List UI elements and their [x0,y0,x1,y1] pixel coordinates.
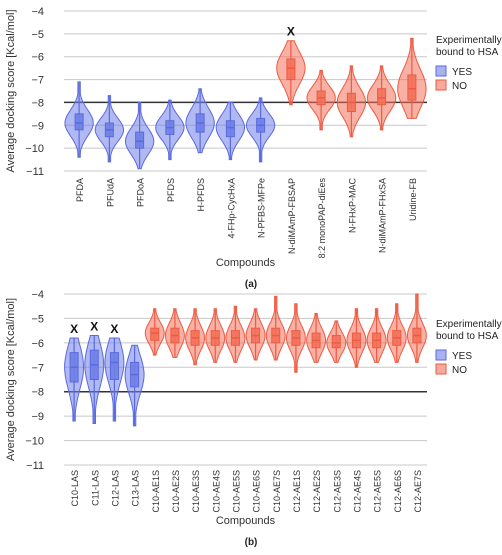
x-marker: X [90,320,98,334]
x-tick-label: N-diMAmP-FBSAP [287,178,297,254]
iqr-box [150,327,160,341]
x-tick-label: PFDoA [136,178,146,207]
iqr-box [377,88,387,106]
x-tick-label: N-PFBS-MFPe [257,178,267,238]
legend-label: YES [452,67,472,78]
iqr-box [74,113,84,131]
x-tick-label: C10-LAS [70,470,80,507]
x-tick-label: C12-AE1S [292,470,302,513]
y-tick-label: −7 [31,362,44,374]
y-tick-label: −6 [31,52,44,64]
legend-swatch [435,363,447,375]
x-tick-label: PFDA [75,178,85,202]
y-axis-label: Average docking score [Kcal/mol] [5,298,17,461]
y-tick-label: −9 [31,411,44,423]
x-tick-label: C10-AE5S [231,470,241,513]
y-tick-label: −4 [31,6,44,18]
legend-title: Experimentally [436,319,502,330]
x-tick-label: PFDS [166,178,176,202]
chart-panel-a: −4 −5 −6 −7 −8 −9 −10 −11 Average docking score … [5,6,502,290]
y-tick-label: −6 [31,338,44,350]
x-marker: X [70,322,78,336]
x-tick-label: H-PFDS [196,178,206,212]
y-tick-label: −8 [31,387,44,399]
y-tick-label: −4 [31,289,44,301]
x-tick-label: C10-AE3S [191,470,201,513]
y-tick-label: −9 [31,120,44,132]
legend-swatch [435,349,447,361]
x-tick-label: C12-AE4S [352,470,362,513]
y-axis-label: Average docking score [Kcal/mol] [5,9,17,172]
x-tick-label: 4-FHp-CycHxA [226,178,236,239]
legend-swatch [435,79,447,91]
x-tick-label: N-diMAmP-FHxSA [378,178,388,253]
legend-label: NO [452,365,467,376]
x-tick-label: C10-AE7S [272,470,282,513]
x-tick-label: C10-AE6S [252,470,262,513]
x-tick-label: 8:2 monoPAP-diEes [317,178,327,259]
x-tick-label: C10-AE4S [211,470,221,513]
x-tick-label: C11-LAS [90,470,100,506]
legend-label: YES [452,351,472,362]
x-tick-label: PFUdA [105,178,115,207]
y-tick-label: −8 [31,97,44,109]
legend-title: bound to HSA [436,331,499,342]
y-tick-label: −10 [25,143,44,155]
iqr-box [331,335,341,349]
x-tick-label: C12-AE7S [413,470,423,513]
y-tick-label: −10 [25,436,44,448]
chart-panel-b: −4 −5 −6 −7 −8 −9 −10 −11 Average docking score … [5,289,502,548]
y-tick-label: −11 [26,166,44,178]
panel-caption: (a) [245,279,257,290]
x-marker: X [110,322,118,336]
y-tick-label: −7 [31,75,44,87]
legend-title: Experimentally [436,35,502,46]
legend-swatch [435,65,447,77]
x-tick-label: C12-AE2S [312,470,322,513]
x-tick-label: C13-LAS [131,470,141,507]
iqr-box [286,58,296,81]
x-tick-label: C10-AE2S [171,470,181,513]
x-tick-label: N-FHxP-MAC [347,178,357,233]
x-tick-label: C10-AE1S [151,470,161,513]
x-axis-label: Compounds [216,515,276,527]
legend-label: NO [452,81,467,92]
y-tick-label: −11 [26,460,44,472]
x-tick-label: Uridine-FB [408,178,418,221]
x-tick-label: C12-LAS [110,470,120,507]
y-tick-label: −5 [31,313,44,325]
iqr-box [135,131,145,149]
iqr-box [407,74,417,101]
panel-caption: (b) [245,537,258,548]
legend-title: bound to HSA [436,47,499,58]
iqr-box [109,352,119,380]
x-marker: X [287,25,295,39]
y-tick-label: −5 [31,29,44,41]
iqr-box [225,120,235,138]
x-axis-label: Compounds [216,257,276,269]
x-tick-label: C12-AE3S [332,470,342,513]
x-tick-label: C12-AE6S [393,470,403,513]
x-tick-label: C12-AE5S [373,470,383,513]
